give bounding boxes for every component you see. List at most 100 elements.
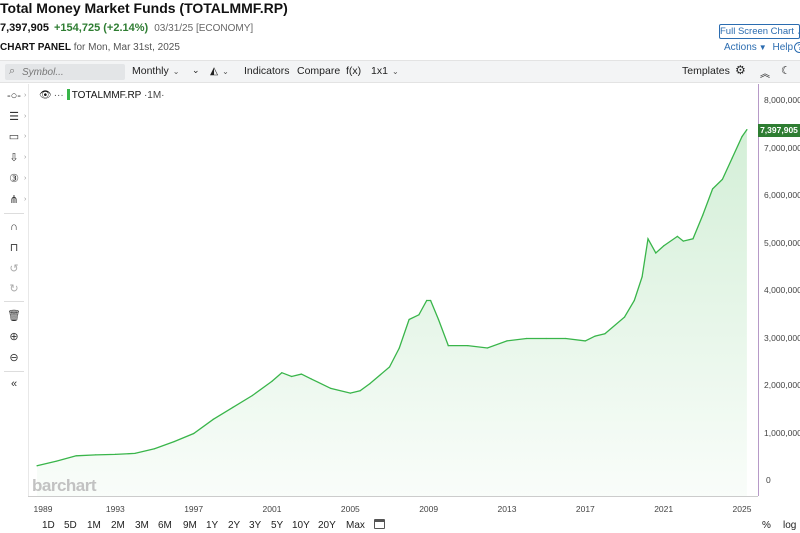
- draw-tools-dropdown[interactable]: ⌄: [192, 65, 200, 76]
- data-point: [290, 375, 293, 378]
- interval-label: Monthly: [132, 65, 169, 77]
- magnet-icon[interactable]: ∩: [10, 221, 18, 233]
- data-point: [153, 448, 156, 450]
- data-point: [212, 418, 214, 420]
- fib-icon[interactable]: ☰ ›: [9, 111, 27, 123]
- help-icon[interactable]: ?: [794, 42, 800, 53]
- legend-swatch: [66, 89, 70, 100]
- dark-mode-icon[interactable]: ☾: [781, 65, 791, 77]
- range-button-6m[interactable]: 6M: [158, 520, 172, 531]
- crosshair-icon[interactable]: -○- ›: [7, 90, 27, 102]
- symbol-input[interactable]: [22, 65, 122, 79]
- divider: [4, 301, 24, 302]
- pattern-icon[interactable]: ⋔ ›: [9, 194, 27, 206]
- zoom-in-icon[interactable]: ⊕: [9, 331, 19, 343]
- range-button-1y[interactable]: 1Y: [206, 520, 219, 531]
- range-button-1d[interactable]: 1D: [42, 520, 55, 531]
- last-value-badge: 7,397,905: [758, 124, 800, 137]
- range-button-20y[interactable]: 20Y: [318, 520, 336, 531]
- data-point: [281, 372, 283, 374]
- data-point: [604, 333, 606, 335]
- data-point: [633, 299, 635, 302]
- x-tick-label: 1993: [105, 504, 125, 514]
- compare-button[interactable]: Compare: [297, 65, 341, 77]
- x-tick-label: 2017: [575, 504, 595, 514]
- more-arrow-icon: ›: [24, 175, 27, 182]
- zoom-out-icon[interactable]: ⊖: [9, 352, 19, 364]
- chart-area[interactable]: [28, 84, 741, 496]
- x-tick-label: 1989: [33, 504, 53, 514]
- x-tick-label: 2021: [654, 504, 674, 514]
- y-tick-label: 1,000,000: [764, 427, 800, 438]
- data-point: [369, 383, 371, 385]
- range-button-2y[interactable]: 2Y: [228, 520, 241, 531]
- data-point: [702, 214, 704, 216]
- expand-icon: ↗: [797, 26, 800, 37]
- data-point: [310, 378, 312, 380]
- range-button-3m[interactable]: 3M: [135, 520, 149, 531]
- calendar-icon[interactable]: [374, 519, 385, 529]
- interval-dropdown[interactable]: Monthly ⌄: [132, 65, 179, 77]
- range-button-10y[interactable]: 10Y: [292, 520, 310, 531]
- layout-dropdown[interactable]: 1x1 ⌄: [371, 65, 399, 77]
- arrow-icon[interactable]: ⇩ ›: [9, 152, 27, 164]
- y-axis[interactable]: [758, 84, 759, 496]
- settings-icon[interactable]: ⚙: [735, 63, 746, 77]
- more-arrow-icon: ›: [24, 154, 27, 161]
- x-axis[interactable]: [28, 496, 758, 514]
- data-point: [741, 136, 743, 138]
- chevron-down-icon: ⌄: [222, 67, 229, 76]
- data-point: [232, 406, 234, 408]
- full-screen-button[interactable]: Full Screen Chart ↗: [719, 24, 800, 39]
- eye-icon[interactable]: 👁: [39, 90, 52, 101]
- divider: [4, 213, 24, 214]
- templates-button[interactable]: Templates: [682, 65, 730, 77]
- chevron-down-icon: ⌄: [192, 65, 200, 75]
- chart-type-dropdown[interactable]: ◭ ⌄: [210, 65, 229, 77]
- data-point: [418, 314, 420, 316]
- legend-symbol: TOTALMMF.RP: [71, 90, 142, 101]
- indicators-button[interactable]: Indicators: [244, 65, 290, 77]
- percent-scale-button[interactable]: %: [762, 520, 771, 531]
- undo-icon[interactable]: ↺: [9, 263, 19, 275]
- search-icon: ⌕: [9, 65, 16, 77]
- rectangle-icon[interactable]: ▭ ›: [8, 131, 27, 143]
- price-plot[interactable]: [28, 84, 758, 496]
- data-point: [641, 276, 643, 278]
- counter-icon[interactable]: ③ ›: [9, 173, 27, 185]
- data-point: [712, 188, 714, 190]
- actions-menu[interactable]: Actions: [724, 42, 757, 53]
- data-point: [584, 340, 586, 342]
- range-button-3y[interactable]: 3Y: [249, 520, 262, 531]
- log-scale-button[interactable]: log: [783, 520, 797, 531]
- data-point: [300, 373, 302, 375]
- data-point: [430, 299, 432, 302]
- panel-title: CHART PANEL: [0, 42, 71, 53]
- symbol-search[interactable]: ⌕: [5, 64, 125, 80]
- data-point: [330, 387, 332, 389]
- y-tick-label: 6,000,000: [764, 190, 800, 200]
- collapse-icon[interactable]: «: [10, 378, 18, 390]
- fx-button[interactable]: f(x): [346, 65, 362, 77]
- range-button-max[interactable]: Max: [346, 520, 365, 531]
- range-button-2m[interactable]: 2M: [111, 520, 125, 531]
- range-button-9m[interactable]: 9M: [183, 520, 197, 531]
- range-button-5y[interactable]: 5Y: [271, 520, 284, 531]
- x-tick-label: 2009: [419, 504, 439, 514]
- redo-icon[interactable]: ↻: [9, 283, 19, 295]
- data-point: [682, 240, 684, 242]
- last-price: 7,397,905: [0, 22, 49, 34]
- range-button-1m[interactable]: 1M: [87, 520, 101, 531]
- range-button-5d[interactable]: 5D: [64, 520, 77, 531]
- data-point: [426, 299, 428, 302]
- data-point: [676, 235, 678, 237]
- help-link[interactable]: Help: [772, 42, 794, 53]
- more-icon[interactable]: ···: [53, 90, 64, 101]
- y-tick-label: 5,000,000: [764, 237, 800, 248]
- collapse-up-icon[interactable]: ︽: [760, 69, 770, 80]
- lock-icon[interactable]: ⊓: [9, 242, 19, 254]
- chart-legend: 👁 ··· TOTALMMF.RP ·1M·: [39, 89, 165, 101]
- x-tick-label: 2005: [340, 504, 360, 514]
- trash-icon[interactable]: 🗑: [7, 310, 21, 322]
- data-point: [721, 178, 724, 180]
